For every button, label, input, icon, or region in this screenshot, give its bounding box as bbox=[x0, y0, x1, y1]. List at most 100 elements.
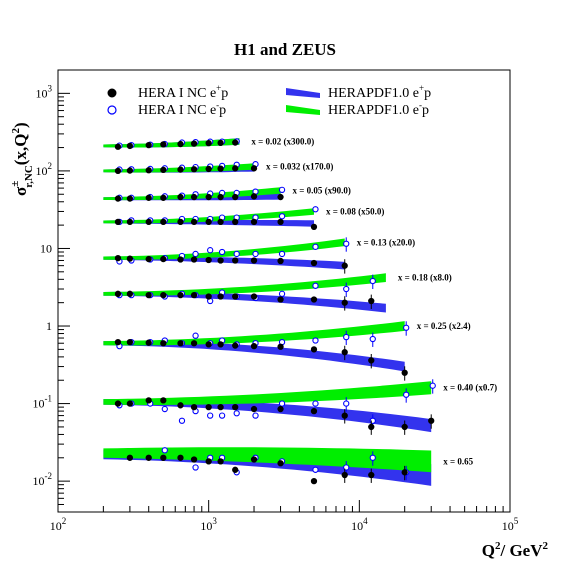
x-tick-exponent: 3 bbox=[212, 516, 217, 526]
y-tick-base: 10 bbox=[40, 241, 52, 255]
bin-label: x = 0.25 (x2.4) bbox=[417, 321, 471, 331]
x-tick-base: 10 bbox=[50, 519, 62, 533]
y-tick-label: 103 bbox=[36, 83, 53, 100]
data-point-eminus bbox=[343, 240, 350, 247]
data-point-eplus bbox=[368, 297, 375, 305]
legend-rest: p bbox=[424, 86, 431, 101]
data-point-eplus bbox=[126, 400, 134, 407]
data-point-eplus bbox=[177, 340, 184, 347]
data-point-eplus bbox=[145, 397, 152, 404]
data-point-eplus bbox=[232, 139, 239, 146]
data-point-eplus bbox=[145, 255, 152, 263]
data-point-eplus bbox=[310, 223, 318, 230]
data-point-eplus bbox=[190, 166, 198, 173]
data-point-eplus bbox=[114, 167, 122, 175]
data-point-eplus bbox=[160, 255, 167, 263]
data-point-eplus bbox=[190, 292, 198, 299]
data-point-eplus bbox=[277, 405, 284, 413]
data-point-eminus bbox=[312, 400, 319, 407]
data-point-eplus bbox=[160, 194, 167, 201]
data-point-eminus bbox=[403, 391, 410, 398]
data-point-eplus bbox=[217, 257, 224, 264]
y-tick-exponent: -2 bbox=[45, 471, 53, 481]
data-point-eminus bbox=[278, 250, 286, 258]
data-point-eplus bbox=[250, 456, 258, 463]
data-point-eplus bbox=[177, 193, 184, 201]
data-point-eplus bbox=[177, 140, 184, 148]
data-point-eplus bbox=[126, 255, 134, 262]
data-point-eminus bbox=[429, 382, 436, 389]
data-point-eplus bbox=[114, 338, 122, 346]
data-point-eplus bbox=[126, 142, 134, 150]
legend-text: HERA I NC e bbox=[138, 103, 216, 118]
bin-label: x = 0.05 (x90.0) bbox=[293, 185, 351, 195]
data-point-eplus bbox=[126, 195, 134, 202]
legend-sup: + bbox=[216, 83, 221, 93]
data-point-eplus bbox=[277, 296, 284, 303]
data-point-eminus bbox=[403, 324, 410, 331]
bin-label: x = 0.032 (x170.0) bbox=[266, 161, 333, 171]
data-point-eminus bbox=[312, 337, 319, 344]
y-tick-base: 10 bbox=[36, 164, 48, 178]
fit-band-eminus-0 bbox=[103, 138, 240, 148]
data-point-eplus bbox=[217, 293, 224, 300]
data-point-eplus bbox=[145, 454, 152, 461]
data-point-eplus bbox=[217, 218, 224, 226]
bin-label: x = 0.18 (x8.0) bbox=[398, 273, 452, 283]
data-point-eminus bbox=[178, 417, 186, 424]
data-point-eplus bbox=[232, 293, 239, 300]
data-point-eplus bbox=[190, 218, 198, 226]
legend-band-swatch bbox=[286, 88, 320, 98]
data-point-eplus bbox=[160, 141, 167, 148]
data-point-eplus bbox=[205, 403, 212, 411]
x-tick-label: 103 bbox=[200, 516, 217, 533]
data-point-eplus bbox=[205, 139, 212, 147]
data-point-eplus bbox=[205, 165, 212, 173]
data-point-eplus bbox=[368, 471, 375, 479]
data-point-eplus bbox=[205, 293, 212, 300]
data-point-eplus bbox=[401, 423, 408, 431]
y-axis-title: σ± r,NC(x,Q2) bbox=[9, 122, 35, 196]
data-point-eplus bbox=[217, 341, 224, 348]
plot-frame bbox=[57, 69, 511, 513]
data-point-eminus bbox=[369, 277, 376, 285]
data-point-eplus bbox=[217, 139, 224, 147]
data-point-eplus bbox=[401, 369, 408, 376]
data-point-eminus bbox=[343, 333, 350, 341]
fit-band-eminus-7 bbox=[103, 381, 432, 405]
x-tick-label: 104 bbox=[351, 516, 368, 533]
data-point-eminus bbox=[312, 243, 319, 250]
data-point-eplus bbox=[114, 195, 122, 202]
data-point-eminus bbox=[343, 285, 350, 293]
legend-sup: + bbox=[419, 83, 424, 93]
data-point-eplus bbox=[368, 423, 375, 431]
data-point-eplus bbox=[341, 349, 348, 356]
data-point-eplus bbox=[217, 458, 224, 465]
data-point-eplus bbox=[190, 403, 198, 411]
data-point-eplus bbox=[232, 342, 239, 349]
fit-band-eminus-3 bbox=[103, 208, 315, 224]
y-tick-base: 10 bbox=[33, 397, 45, 411]
data-point-eplus bbox=[177, 256, 184, 263]
data-point-eplus bbox=[250, 405, 258, 413]
data-point-eplus bbox=[177, 292, 184, 299]
data-point-eplus bbox=[205, 193, 212, 201]
x-tick-exponent: 2 bbox=[62, 516, 67, 526]
data-point-eplus bbox=[310, 259, 318, 267]
y-tick-label: 1 bbox=[46, 319, 52, 333]
data-point-eminus bbox=[207, 412, 214, 419]
data-point-eplus bbox=[250, 257, 258, 264]
data-point-eplus bbox=[160, 397, 167, 404]
bin-label: x = 0.65 bbox=[443, 456, 473, 466]
chart-title: H1 and ZEUS bbox=[234, 40, 336, 59]
data-point-eplus bbox=[190, 256, 198, 263]
x-tick-exponent: 4 bbox=[363, 516, 368, 526]
data-point-eminus bbox=[369, 454, 376, 461]
legend-text: HERA I NC e bbox=[138, 86, 216, 101]
data-point-eminus bbox=[218, 412, 226, 419]
data-point-eminus bbox=[192, 464, 199, 471]
data-point-eplus bbox=[250, 193, 258, 200]
